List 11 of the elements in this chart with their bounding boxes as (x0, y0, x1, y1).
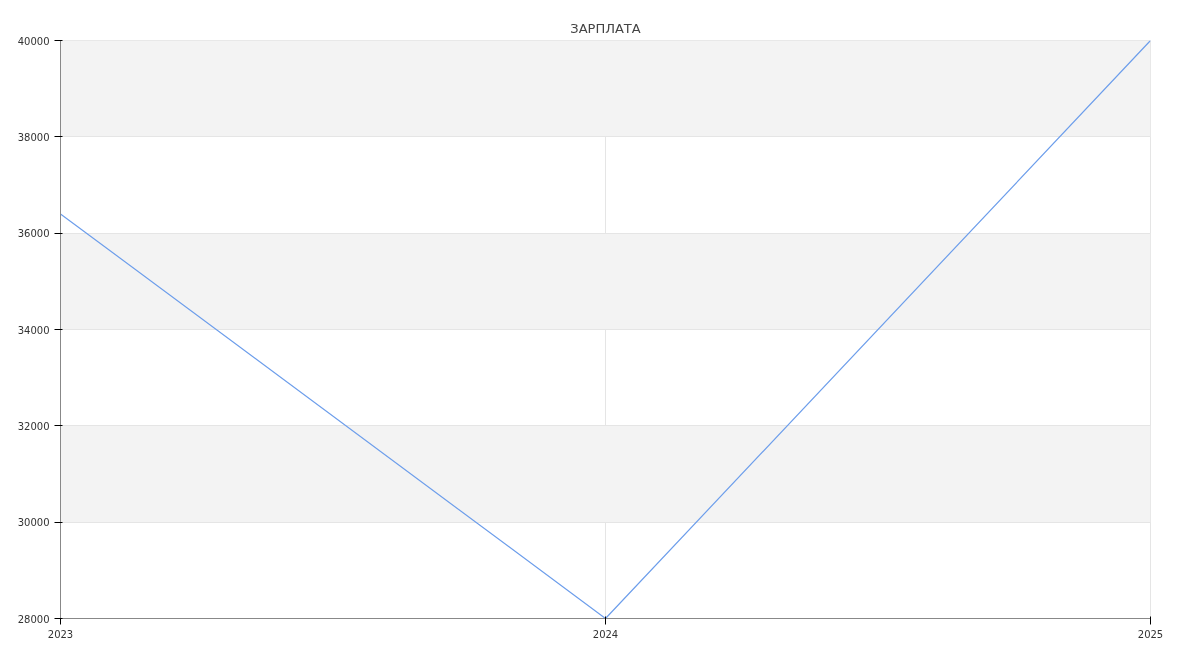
y-tick-label: 38000 (17, 131, 50, 143)
y-tick-label: 30000 (17, 517, 50, 529)
y-tick-label: 32000 (17, 420, 50, 432)
y-tick-label: 36000 (17, 228, 50, 240)
y-tick-label: 34000 (17, 324, 50, 336)
y-tick-label: 40000 (17, 35, 50, 47)
x-tick-label: 2024 (592, 628, 619, 640)
x-tick-label: 2025 (1137, 628, 1164, 640)
chart-title: ЗАРПЛАТА (570, 20, 641, 36)
y-tick-label: 28000 (17, 613, 50, 625)
x-tick-label: 2023 (47, 628, 74, 640)
